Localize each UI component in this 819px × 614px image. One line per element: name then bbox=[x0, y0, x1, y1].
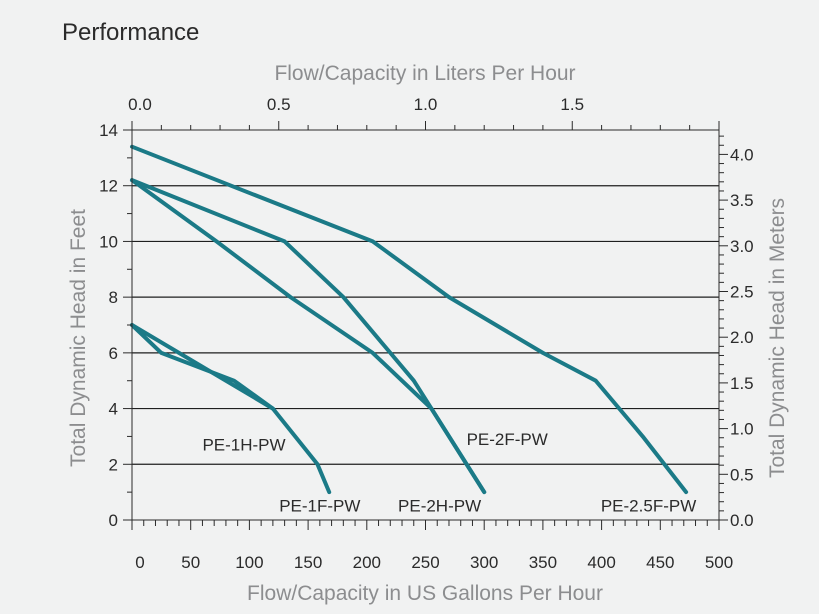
series-line-pe-2-5f-pw bbox=[130, 144, 689, 495]
x-tick-label-350: 350 bbox=[529, 553, 557, 572]
x-tick-label-250: 250 bbox=[411, 553, 439, 572]
y-tick-label-10: 10 bbox=[99, 232, 118, 251]
y-tick-label-0: 0 bbox=[109, 511, 118, 530]
series-label-pe-2f-pw: PE-2F-PW bbox=[467, 430, 548, 449]
plot-border bbox=[131, 129, 720, 521]
x-tick-label-400: 400 bbox=[587, 553, 615, 572]
y2-tick-label-2: 1.0 bbox=[730, 420, 754, 439]
left-axis-title: Total Dynamic Head in Feet bbox=[67, 209, 90, 467]
y2-tick-label-1: 0.5 bbox=[730, 465, 754, 484]
y-tick-label-12: 12 bbox=[99, 177, 118, 196]
x-tick-label-200: 200 bbox=[353, 553, 381, 572]
y-tick-label-8: 8 bbox=[109, 288, 118, 307]
axis-ticks bbox=[123, 121, 728, 530]
x2-tick-label-3: 1.5 bbox=[560, 95, 584, 114]
chart-title: Performance bbox=[62, 19, 199, 46]
y2-tick-label-4: 2.0 bbox=[730, 328, 754, 347]
x-tick-label-0: 0 bbox=[135, 553, 144, 572]
x-tick-label-300: 300 bbox=[470, 553, 498, 572]
y2-tick-label-0: 0.0 bbox=[730, 511, 754, 530]
x2-tick-label-1: 0.5 bbox=[267, 95, 291, 114]
y2-tick-label-8: 4.0 bbox=[730, 145, 754, 164]
series-label-pe-2h-pw: PE-2H-PW bbox=[398, 497, 481, 516]
y-tick-label-14: 14 bbox=[99, 121, 118, 140]
series-label-pe-1h-pw: PE-1H-PW bbox=[202, 435, 285, 454]
series-label-pe-2-5f-pw: PE-2.5F-PW bbox=[601, 497, 696, 516]
y-tick-label-6: 6 bbox=[109, 344, 118, 363]
bottom-axis-title: Flow/Capacity in US Gallons Per Hour bbox=[247, 582, 603, 605]
top-axis-title: Flow/Capacity in Liters Per Hour bbox=[274, 62, 575, 85]
plot-frame bbox=[131, 129, 720, 521]
x-tick-label-100: 100 bbox=[235, 553, 263, 572]
x2-tick-label-2: 1.0 bbox=[414, 95, 438, 114]
y-tick-label-4: 4 bbox=[109, 400, 118, 419]
y2-tick-label-5: 2.5 bbox=[730, 283, 754, 302]
x-tick-label-500: 500 bbox=[705, 553, 733, 572]
y2-tick-label-3: 1.5 bbox=[730, 374, 754, 393]
x-tick-label-50: 50 bbox=[181, 553, 200, 572]
series-line-pe-1h-pw bbox=[130, 323, 275, 411]
y2-tick-label-6: 3.0 bbox=[730, 237, 754, 256]
series-line-pe-2f-pw bbox=[130, 178, 487, 495]
x-tick-label-450: 450 bbox=[646, 553, 674, 572]
y2-tick-label-7: 3.5 bbox=[730, 191, 754, 210]
series-label-pe-1f-pw: PE-1F-PW bbox=[279, 497, 360, 516]
x-tick-label-150: 150 bbox=[294, 553, 322, 572]
right-axis-title: Total Dynamic Head in Meters bbox=[766, 198, 789, 478]
x2-tick-label-0: 0.0 bbox=[128, 95, 152, 114]
series-labels: PE-1H-PW PE-1F-PW PE-2H-PW PE-2F-PW PE-2.5F-… bbox=[202, 430, 696, 516]
series-line-pe-2h-pw bbox=[130, 178, 487, 495]
y-tick-label-2: 2 bbox=[109, 455, 118, 474]
series-line-pe-1f-pw bbox=[130, 323, 332, 495]
series-lines bbox=[130, 144, 689, 495]
